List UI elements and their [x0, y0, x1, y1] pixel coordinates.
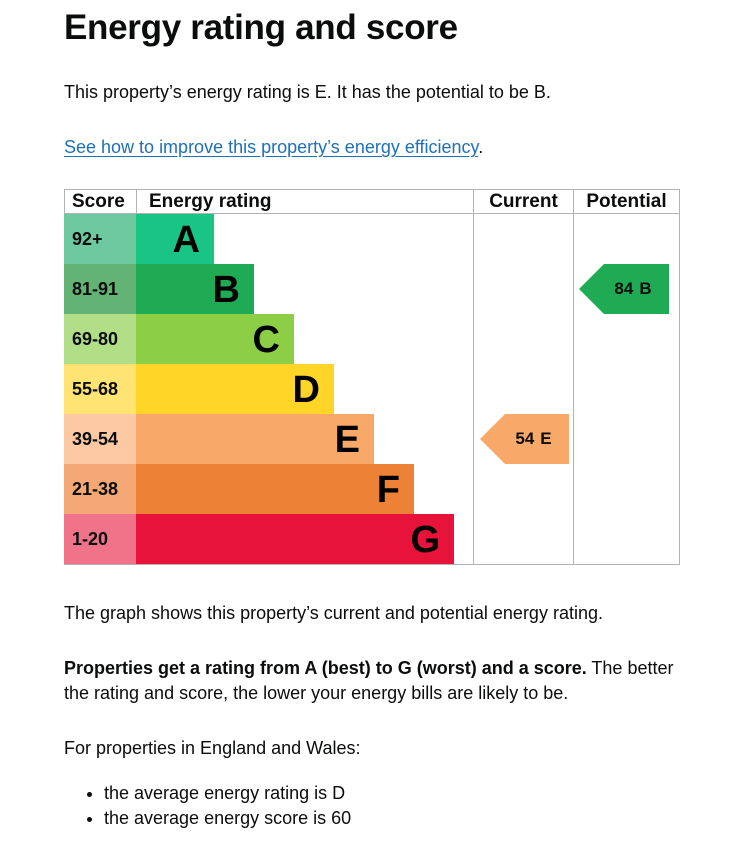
- band-bar: B: [136, 264, 254, 314]
- header-divider: [64, 213, 679, 214]
- band-letter: A: [172, 219, 200, 261]
- band-score-range: 81-91: [64, 264, 136, 314]
- band-bar: F: [136, 464, 414, 514]
- rating-explanation-rest: The better the rating and score, the low…: [64, 658, 674, 703]
- potential-letter: B: [639, 279, 652, 298]
- score-column-divider: [136, 189, 137, 214]
- band-letter: B: [212, 269, 240, 311]
- rating-summary: This property’s energy rating is E. It h…: [64, 82, 551, 102]
- list-item: the average energy score is 60: [104, 806, 351, 831]
- energy-rating-graph: Score Energy rating Current Potential 92…: [64, 189, 680, 565]
- rating-explanation: Properties get a rating from A (best) to…: [64, 656, 684, 706]
- improve-link-row: See how to improve this property’s energ…: [64, 135, 483, 160]
- rating-explanation-bold: Properties get a rating from A (best) to…: [64, 658, 587, 678]
- current-header: Current: [489, 191, 558, 212]
- graph-caption: The graph shows this property’s current …: [64, 603, 603, 623]
- band-bar: C: [136, 314, 294, 364]
- energy-rating-header: Energy rating: [149, 191, 272, 212]
- current-letter: E: [540, 429, 552, 448]
- improve-efficiency-link[interactable]: See how to improve this property’s energ…: [64, 137, 479, 157]
- band-score-range: 21-38: [64, 464, 136, 514]
- band-bar: A: [136, 214, 214, 264]
- current-score: 54: [515, 429, 535, 448]
- link-suffix: .: [478, 137, 484, 157]
- potential-header: Potential: [586, 191, 667, 212]
- averages-intro: For properties in England and Wales:: [64, 738, 361, 758]
- band-letter: D: [292, 369, 320, 411]
- band-score-range: 55-68: [64, 364, 136, 414]
- current-column-divider: [473, 189, 474, 564]
- band-bar: D: [136, 364, 334, 414]
- band-letter: G: [410, 519, 440, 561]
- potential-score: 84: [614, 279, 634, 298]
- band-score-range: 92+: [64, 214, 136, 264]
- band-score-range: 1-20: [64, 514, 136, 564]
- band-score-range: 39-54: [64, 414, 136, 464]
- potential-column-divider: [573, 189, 574, 564]
- band-score-range: 69-80: [64, 314, 136, 364]
- band-letter: C: [252, 319, 280, 361]
- list-item: the average energy rating is D: [104, 781, 351, 806]
- averages-list: the average energy rating is D the avera…: [64, 781, 351, 831]
- band-letter: F: [376, 469, 400, 511]
- score-header: Score: [72, 191, 125, 212]
- page-title: Energy rating and score: [64, 8, 458, 47]
- band-letter: E: [334, 419, 360, 461]
- band-bar: G: [136, 514, 454, 564]
- band-bar: E: [136, 414, 374, 464]
